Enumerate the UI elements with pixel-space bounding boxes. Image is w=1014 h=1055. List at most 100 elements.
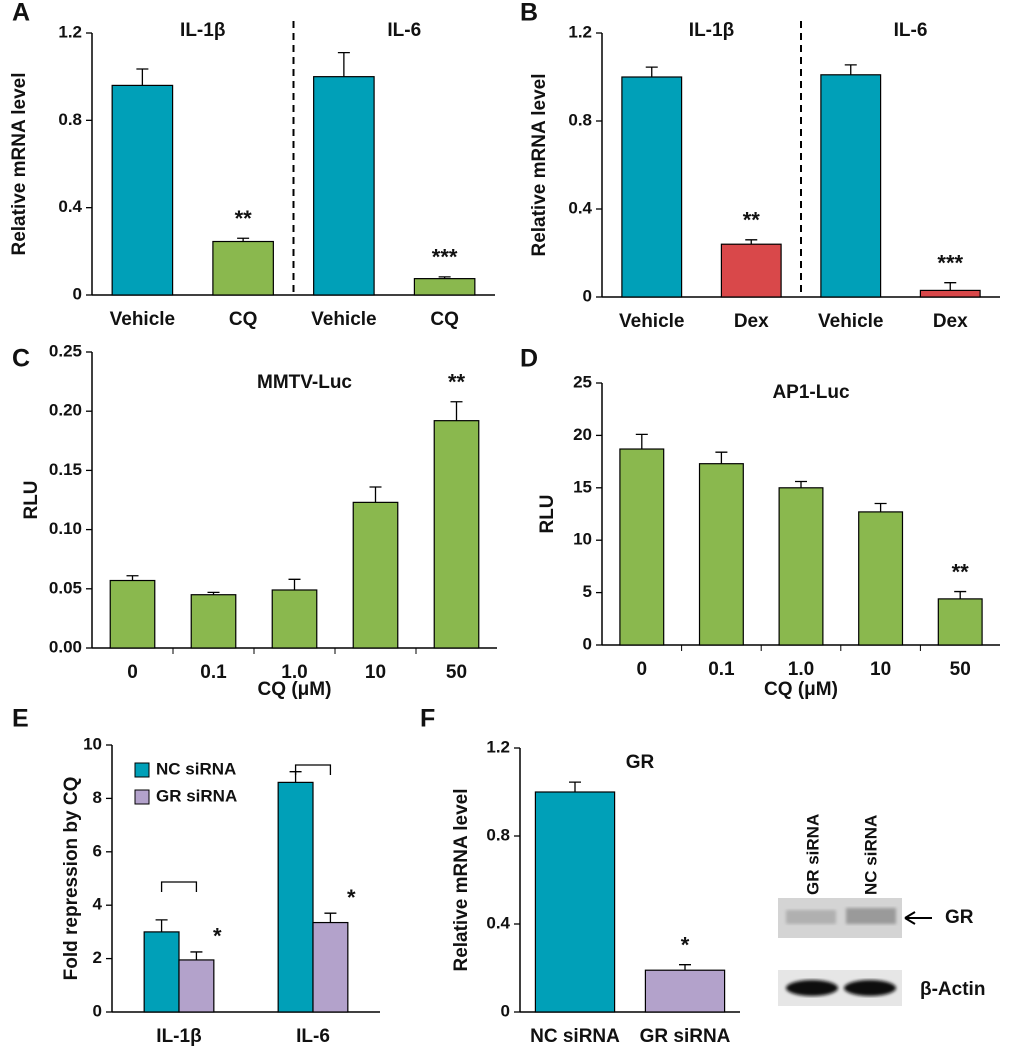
legend-swatch (134, 762, 150, 778)
x-tick-label: 1.0 (788, 659, 814, 680)
x-tick-label: 0 (127, 662, 138, 683)
blot-band (844, 980, 896, 996)
blot-band (786, 910, 836, 924)
x-tick-label: CQ (229, 309, 258, 330)
bar (534, 791, 616, 1013)
error-bar (324, 912, 337, 923)
y-tick-label: 0.4 (486, 913, 510, 932)
bar (143, 931, 180, 1013)
y-tick-label: 0.15 (49, 460, 82, 479)
western-blot (778, 898, 932, 1006)
y-tick-label: 0.8 (486, 825, 510, 844)
error-bar (795, 480, 807, 488)
error-bar (190, 951, 203, 960)
panel-label: B (520, 0, 538, 27)
panel-label: D (520, 345, 538, 373)
group-title: IL-1β (689, 20, 734, 41)
blot-band (786, 980, 838, 996)
x-tick-label: Vehicle (619, 311, 685, 332)
bar (919, 289, 981, 298)
y-tick-label: 0 (583, 634, 592, 653)
panel-label: C (12, 345, 30, 373)
error-bar (569, 781, 581, 792)
y-tick-label: 5 (583, 582, 592, 601)
significance-label: *** (937, 251, 963, 276)
y-tick-label: 1.2 (568, 22, 592, 41)
band-label: GR (945, 907, 974, 928)
chart-title: MMTV-Luc (257, 372, 352, 393)
y-tick-label: 0.4 (58, 197, 82, 216)
error-bar (635, 433, 648, 450)
panel-label: A (12, 0, 30, 27)
bar (190, 594, 237, 649)
panel-label: F (420, 705, 435, 733)
bar (111, 84, 174, 296)
y-tick-label: 10 (573, 530, 592, 549)
x-tick-label: 1.0 (281, 662, 307, 683)
lane-label: NC siRNA (861, 815, 880, 895)
error-bar (237, 237, 250, 242)
y-axis-label: Relative mRNA level (451, 788, 472, 971)
error-bar (155, 919, 168, 932)
y-tick-label: 0.8 (568, 110, 592, 129)
error-bar (715, 451, 728, 464)
bar (858, 511, 904, 646)
error-bar (136, 68, 149, 86)
legend-swatch (134, 789, 150, 805)
significance-label: *** (432, 245, 458, 270)
significance-label: * (681, 933, 690, 958)
error-bar (288, 578, 301, 590)
x-tick-label: Vehicle (818, 311, 884, 332)
y-tick-label: 0.05 (49, 578, 82, 597)
error-bar (450, 401, 463, 421)
bar (313, 76, 375, 296)
group-title: IL-1β (180, 20, 225, 41)
x-tick-label: NC siRNA (530, 1026, 620, 1047)
lane-label: GR siRNA (803, 814, 822, 895)
error-bar (844, 64, 857, 75)
y-tick-label: 0.10 (49, 519, 82, 538)
y-tick-label: 15 (573, 477, 592, 496)
y-tick-label: 6 (93, 841, 102, 860)
bar (621, 76, 683, 298)
y-tick-label: 0 (583, 286, 592, 305)
error-bar (126, 575, 139, 581)
bar (937, 598, 983, 646)
y-tick-label: 0.4 (568, 198, 592, 217)
x-axis-label: CQ (μM) (258, 679, 332, 700)
x-tick-label: 10 (870, 659, 891, 680)
comparison-bracket (160, 881, 198, 892)
bar (109, 579, 156, 649)
legend-label: NC siRNA (156, 759, 236, 778)
bar (619, 448, 665, 646)
x-tick-label: IL-1β (156, 1026, 201, 1047)
comparison-bracket (294, 764, 332, 775)
bar (433, 420, 480, 649)
bar (352, 501, 399, 649)
y-axis-label: Relative mRNA level (529, 73, 550, 256)
chart-title: AP1-Luc (772, 382, 850, 403)
y-tick-label: 8 (93, 788, 102, 807)
y-tick-label: 25 (573, 372, 592, 391)
x-tick-label: CQ (430, 309, 459, 330)
blot-band (846, 908, 896, 924)
x-tick-label: 10 (365, 662, 386, 683)
y-tick-label: 4 (93, 895, 103, 914)
error-bar (337, 52, 350, 77)
y-tick-label: 1.2 (58, 22, 82, 41)
y-tick-label: 0 (73, 284, 82, 303)
x-tick-label: 50 (950, 659, 971, 680)
bar (413, 278, 476, 296)
bar (778, 487, 824, 646)
x-tick-label: 50 (446, 662, 467, 683)
y-tick-label: 0.00 (49, 637, 82, 656)
y-axis-label: Relative mRNA level (9, 72, 30, 255)
error-bar (679, 964, 691, 971)
bar (312, 921, 349, 1013)
error-bar (645, 66, 658, 77)
y-tick-label: 0.20 (49, 401, 82, 420)
significance-label: ** (743, 208, 761, 233)
bar (178, 959, 215, 1013)
chart-title: GR (626, 752, 655, 773)
x-tick-label: 0.1 (708, 659, 735, 680)
